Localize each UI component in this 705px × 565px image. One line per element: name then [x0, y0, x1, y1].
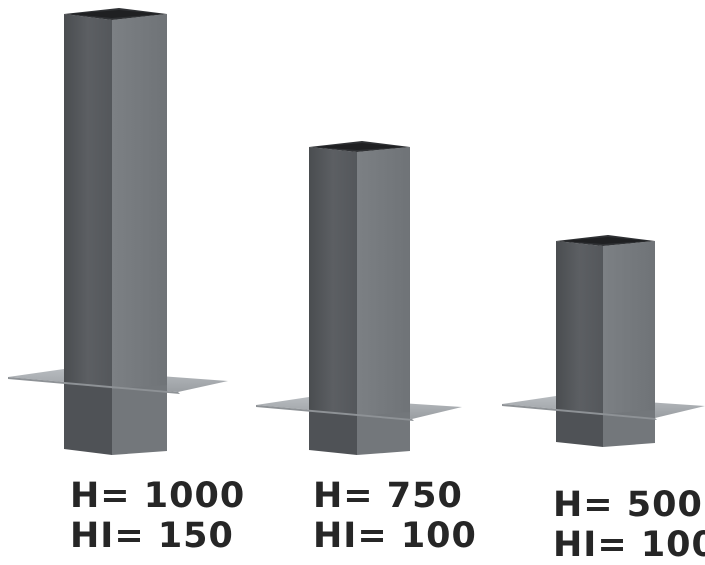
height-label: H= 750 — [313, 476, 463, 516]
duct-750 — [256, 141, 462, 455]
height-label: H= 1000 — [70, 476, 246, 516]
duct-front-face — [556, 241, 603, 420]
duct-500 — [502, 235, 705, 447]
product-label-500: H= 500 HI= 100 — [553, 485, 705, 565]
duct-lower-front — [309, 410, 357, 455]
duct-side-face — [603, 241, 655, 420]
duct-lower-side — [112, 385, 167, 455]
product-label-1000: H= 1000 HI= 150 — [70, 476, 245, 556]
product-label-750: H= 750 HI= 100 — [313, 476, 477, 556]
hi-label: HI= 150 — [70, 516, 234, 556]
duct-front-face — [309, 147, 357, 422]
duct-lower-front — [64, 383, 112, 455]
duct-lower-front — [556, 409, 603, 447]
duct-lower-side — [357, 412, 410, 455]
duct-lower-side — [603, 410, 655, 447]
duct-1000 — [8, 8, 228, 455]
hi-label: HI= 100 — [553, 525, 705, 565]
duct-side-face — [357, 147, 410, 422]
duct-side-face — [112, 14, 167, 396]
height-label: H= 500 — [553, 485, 703, 525]
hi-label: HI= 100 — [313, 516, 477, 556]
duct-front-face — [64, 14, 112, 396]
